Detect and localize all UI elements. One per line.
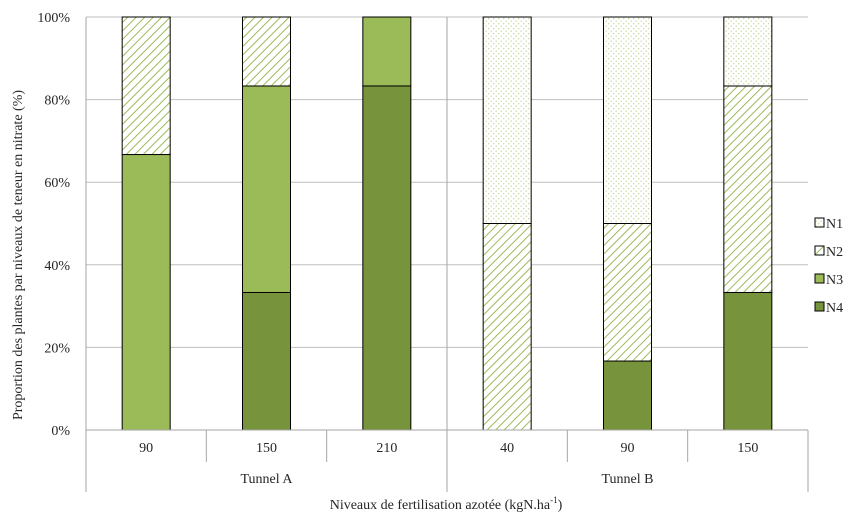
bar-segment-n3 <box>362 16 412 87</box>
legend: N1 N2 N3 N4 <box>814 217 843 316</box>
bar-segment-n4 <box>603 360 652 431</box>
x-axis-title-end: ) <box>558 498 563 513</box>
bar-segment-n2 <box>242 16 291 87</box>
x-tick-label: 40 <box>500 441 514 456</box>
bar-segment-n4 <box>723 291 773 431</box>
bar-segment-n3 <box>121 154 171 431</box>
x-tick-label: 150 <box>737 441 758 456</box>
legend-swatch-n3 <box>814 273 825 284</box>
bar-segment-n1 <box>603 16 652 224</box>
bar-segment-n3 <box>242 85 291 293</box>
bar-segment-n2 <box>723 85 773 293</box>
y-tick-label: 60% <box>44 176 70 191</box>
legend-label-n4: N4 <box>826 301 843 316</box>
group-label: Tunnel B <box>601 472 653 487</box>
y-tick-label: 100% <box>37 11 70 26</box>
x-tick-label: 150 <box>256 441 277 456</box>
bar-segment-n4 <box>242 291 291 431</box>
legend-label-n3: N3 <box>826 273 843 288</box>
x-tick-label: 90 <box>621 441 635 456</box>
y-tick-label: 0% <box>51 424 70 439</box>
legend-swatch-n1 <box>814 217 825 228</box>
x-tick-label: 210 <box>376 441 397 456</box>
group-labels: Tunnel A Tunnel B <box>240 472 653 487</box>
x-axis-title: Niveaux de fertilisation azotée (kgN.ha-… <box>330 495 563 513</box>
x-tick-labels: 90 150 210 40 90 150 <box>139 441 758 456</box>
legend-swatch-n4 <box>814 301 825 312</box>
y-axis-title: Proportion des plantes par niveaux de te… <box>11 90 26 420</box>
x-axis-title-main: Niveaux de fertilisation azotée (kgN.ha <box>330 498 551 513</box>
axes <box>85 17 809 492</box>
bar-segment-n2 <box>603 223 652 362</box>
y-tick-label: 80% <box>44 94 70 109</box>
x-axis-title-sup: -1 <box>550 495 558 505</box>
x-tick-label: 90 <box>139 441 153 456</box>
bar-segment-n2 <box>482 223 532 431</box>
bar-segment-n1 <box>723 16 773 87</box>
group-label: Tunnel A <box>240 472 293 487</box>
bar-segment-n1 <box>482 16 532 224</box>
bar-segment-n2 <box>121 16 171 156</box>
legend-swatch-n2 <box>814 245 825 256</box>
y-tick-label: 40% <box>44 259 70 274</box>
y-tick-labels: 0% 20% 40% 60% 80% 100% <box>37 11 70 439</box>
y-tick-label: 20% <box>44 341 70 356</box>
bars <box>121 16 773 431</box>
bar-segment-n4 <box>362 85 412 431</box>
legend-label-n2: N2 <box>826 245 843 260</box>
legend-label-n1: N1 <box>826 217 843 232</box>
